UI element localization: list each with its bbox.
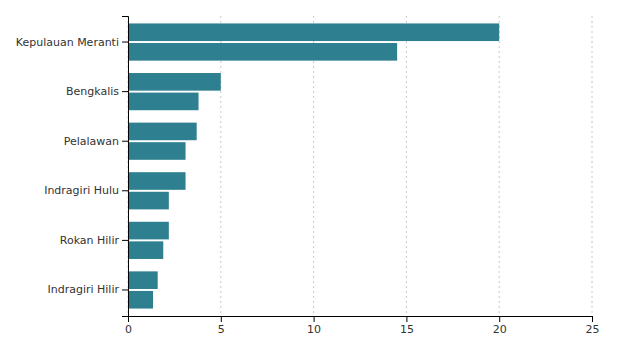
tick-mark [122, 240, 128, 241]
tick-label: Indragiri Hulu [44, 184, 119, 197]
tick: 15 [400, 316, 414, 336]
tick: 10 [307, 316, 321, 336]
tick-mark [122, 289, 128, 290]
grid-line [592, 16, 593, 316]
y-axis: Kepulauan Meranti Bengkalis Pelalawan Indra… [16, 17, 129, 317]
grid [128, 16, 592, 316]
tick-label: Bengkalis [66, 85, 119, 98]
tick-label: 10 [307, 323, 321, 336]
bar [128, 271, 158, 289]
tick-label: 25 [586, 323, 600, 336]
tick-mark [122, 91, 128, 92]
bar [128, 93, 199, 111]
tick-mark [122, 42, 128, 43]
bars [128, 23, 499, 308]
grid-line [313, 16, 314, 316]
tick: 25 [586, 316, 600, 336]
bar [128, 241, 163, 259]
tick-label: Indragiri Hilir [47, 283, 119, 296]
tick-mark [406, 316, 407, 322]
bar [128, 123, 197, 141]
bar [128, 172, 186, 190]
tick: Bengkalis [66, 85, 128, 98]
bar [128, 142, 186, 160]
bar [128, 222, 169, 240]
bar-series [128, 23, 499, 289]
bar [128, 291, 153, 309]
tick-mark [592, 316, 593, 322]
tick: Indragiri Hulu [44, 184, 128, 197]
tick-label: Kepulauan Meranti [16, 36, 119, 49]
tick: Kepulauan Meranti [16, 36, 128, 49]
axis-line [129, 317, 593, 323]
tick-label: 20 [493, 323, 507, 336]
tick: 20 [493, 316, 507, 336]
grid-line [406, 16, 407, 316]
tick-label: 15 [400, 323, 414, 336]
x-axis: 0 5 10 15 20 25 [125, 316, 600, 336]
tick: 5 [218, 316, 225, 336]
tick: Pelalawan [64, 135, 128, 148]
tick: Rokan Hilir [60, 234, 128, 247]
bar [128, 73, 221, 91]
bar [128, 192, 169, 210]
grid-line [220, 16, 221, 316]
chart: 0 5 10 15 20 25 Kepulauan Meranti Bengkalis Pela… [0, 0, 620, 348]
tick-mark [221, 316, 222, 322]
grid-line [499, 16, 500, 316]
tick-mark [122, 190, 128, 191]
tick-label: Pelalawan [64, 135, 119, 148]
tick: 0 [125, 316, 132, 336]
tick-label: Rokan Hilir [60, 234, 120, 247]
tick-mark [314, 316, 315, 322]
axis-line [122, 17, 129, 317]
bar [128, 43, 397, 61]
tick-mark [499, 316, 500, 322]
tick-label: 5 [218, 323, 225, 336]
tick-mark [122, 141, 128, 142]
bar-series [128, 43, 397, 309]
tick: Indragiri Hilir [47, 283, 128, 296]
plot: 0 5 10 15 20 25 Kepulauan Meranti Bengkalis Pela… [16, 16, 600, 336]
tick-label: 0 [125, 323, 132, 336]
bar [128, 23, 499, 41]
